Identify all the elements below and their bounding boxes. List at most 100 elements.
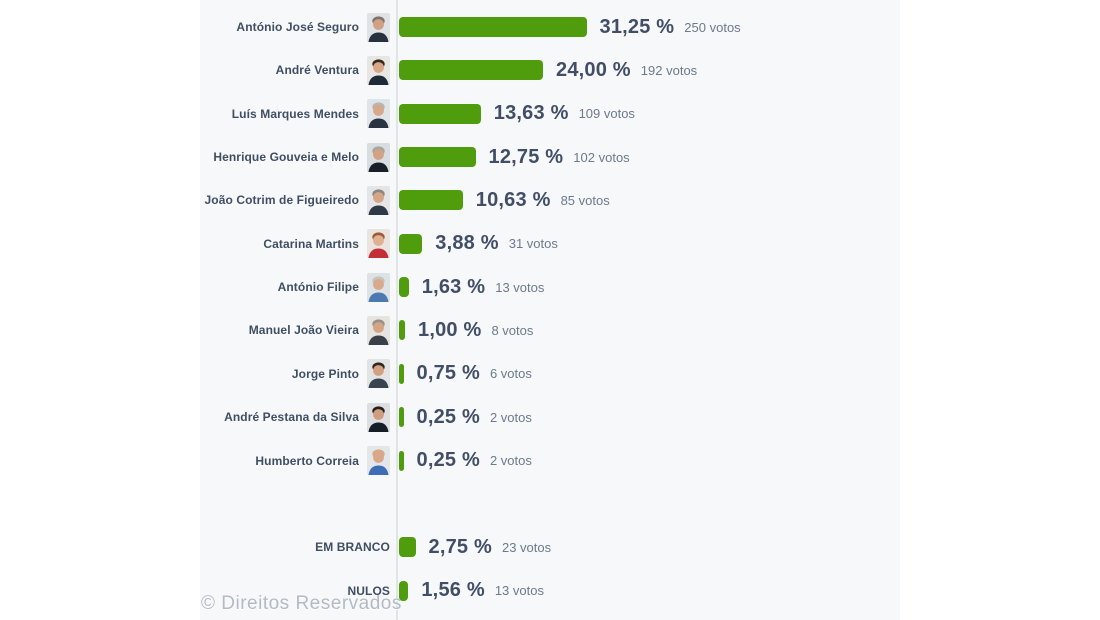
row-bar-zone: 24,00 % 192 votos (397, 59, 697, 82)
chart-row: António José Seguro 31,25 % 250 votos (200, 11, 960, 43)
percent-value: 2,75 % (428, 535, 492, 558)
percent-value: 0,75 % (416, 362, 480, 385)
candidate-photo-avatar (367, 55, 390, 85)
percent-value: 10,63 % (475, 188, 551, 211)
copyright-watermark: © Direitos Reservados (201, 593, 402, 614)
candidate-photo-avatar (367, 229, 390, 259)
row-bar-zone: 3,88 % 31 votos (397, 232, 558, 255)
result-bar (399, 147, 476, 168)
percent-value: 31,25 % (599, 15, 675, 38)
row-label-zone: Humberto Correia (200, 446, 397, 475)
candidate-name: Humberto Correia (255, 453, 359, 468)
row-label-zone: NULOS (200, 584, 397, 598)
chart-row: André Pestana da Silva 0,25 % 2 votos (200, 401, 960, 433)
percent-value: 12,75 % (488, 145, 564, 168)
result-bar (399, 320, 405, 341)
candidate-name: Luís Marques Mendes (231, 106, 359, 121)
votes-value: 31 votos (508, 236, 558, 252)
chart-row: EM BRANCO 2,75 % 23 votos (200, 531, 960, 563)
chart-background-band (200, 0, 900, 620)
votes-value: 102 votos (573, 149, 630, 165)
candidate-name: André Pestana da Silva (224, 410, 359, 425)
candidate-name: Manuel João Vieira (248, 323, 359, 338)
row-label-zone: Manuel João Vieira (200, 315, 397, 345)
axis-line (396, 0, 398, 620)
votes-value: 192 votos (640, 62, 698, 78)
candidate-photo-avatar (367, 185, 390, 215)
row-label-zone: Jorge Pinto (200, 359, 397, 389)
votes-value: 85 votos (560, 192, 610, 208)
row-label-zone: Catarina Martins (200, 229, 397, 259)
candidate-photo-avatar (367, 12, 390, 42)
candidate-photo-avatar (367, 99, 390, 129)
votes-value: 13 votos (494, 583, 544, 599)
result-bar (399, 17, 587, 37)
row-bar-zone: 0,75 % 6 votos (397, 362, 532, 385)
candidate-name: Catarina Martins (263, 236, 359, 251)
votes-value: 2 votos (489, 409, 532, 425)
row-label-zone: EM BRANCO (200, 540, 397, 554)
row-bar-zone: 13,63 % 109 votos (397, 102, 635, 125)
votes-value: 23 votos (501, 539, 552, 555)
candidate-name: João Cotrim de Figueiredo (204, 193, 359, 208)
chart-row: João Cotrim de Figueiredo 10,63 % 85 votos (200, 184, 960, 216)
candidate-photo-avatar (367, 315, 390, 345)
percent-value: 24,00 % (556, 58, 631, 81)
votes-value: 250 votos (684, 19, 741, 35)
chart-row: Manuel João Vieira 1,00 % 8 votos (200, 314, 960, 346)
result-bar (399, 537, 416, 558)
chart-row: Jorge Pinto 0,75 % 6 votos (200, 358, 960, 390)
candidate-name: António Filipe (277, 280, 359, 295)
chart-row: António Filipe 1,63 % 13 votos (200, 271, 960, 303)
chart-row: André Ventura 24,00 % 192 votos (200, 54, 960, 86)
candidate-photo-avatar (367, 359, 390, 389)
row-label-zone: André Pestana da Silva (200, 402, 397, 432)
result-bar (399, 277, 409, 298)
chart-row: Humberto Correia 0,25 % 2 votos (200, 445, 960, 477)
special-row-label: NULOS (347, 583, 390, 598)
result-bar (399, 363, 404, 384)
candidate-name: Henrique Gouveia e Melo (213, 150, 359, 165)
candidate-photo-avatar (367, 272, 390, 302)
row-bar-zone: 1,56 % 13 votos (397, 579, 544, 602)
votes-value: 13 votos (495, 279, 545, 295)
special-row-label: EM BRANCO (315, 540, 390, 555)
candidate-photo-avatar (367, 446, 390, 475)
row-bar-zone: 1,00 % 8 votos (397, 319, 533, 342)
row-bar-zone: 0,25 % 2 votos (397, 449, 532, 472)
row-bar-zone: 0,25 % 2 votos (397, 406, 532, 429)
percent-value: 0,25 % (416, 405, 480, 428)
percent-value: 3,88 % (435, 232, 499, 255)
row-bar-zone: 1,63 % 13 votos (397, 276, 544, 299)
row-label-zone: André Ventura (200, 55, 397, 85)
chart-row: Luís Marques Mendes 13,63 % 109 votos (200, 98, 960, 130)
row-bar-zone: 10,63 % 85 votos (397, 189, 610, 212)
result-bar (399, 580, 409, 601)
votes-value: 2 votos (489, 453, 532, 468)
percent-value: 13,63 % (493, 102, 569, 125)
candidate-name: Jorge Pinto (291, 366, 359, 381)
percent-value: 0,25 % (416, 449, 480, 471)
row-bar-zone: 12,75 % 102 votos (397, 146, 630, 169)
chart-row: Catarina Martins 3,88 % 31 votos (200, 228, 960, 260)
result-bar (399, 103, 481, 124)
candidate-name: André Ventura (275, 63, 359, 78)
percent-value: 1,63 % (421, 275, 486, 298)
row-label-zone: Henrique Gouveia e Melo (200, 142, 397, 172)
row-label-zone: Luís Marques Mendes (200, 99, 397, 129)
votes-value: 6 votos (489, 366, 532, 382)
row-label-zone: João Cotrim de Figueiredo (200, 185, 397, 215)
chart-row: NULOS 1,56 % 13 votos (200, 575, 960, 607)
row-label-zone: António Filipe (200, 272, 397, 302)
row-bar-zone: 31,25 % 250 votos (397, 16, 741, 39)
row-bar-zone: 2,75 % 23 votos (397, 536, 551, 559)
percent-value: 1,00 % (418, 318, 482, 341)
result-bar (399, 60, 543, 81)
chart-row: Henrique Gouveia e Melo 12,75 % 102 votos (200, 141, 960, 173)
result-bar (399, 407, 404, 428)
result-bar (399, 450, 404, 471)
votes-value: 109 votos (578, 106, 635, 122)
votes-value: 8 votos (491, 322, 534, 338)
candidate-photo-avatar (367, 402, 390, 432)
